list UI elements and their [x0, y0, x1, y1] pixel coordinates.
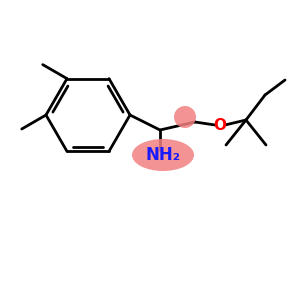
- Text: O: O: [214, 118, 226, 133]
- Ellipse shape: [132, 139, 194, 171]
- Text: NH₂: NH₂: [146, 146, 181, 164]
- Circle shape: [174, 106, 196, 128]
